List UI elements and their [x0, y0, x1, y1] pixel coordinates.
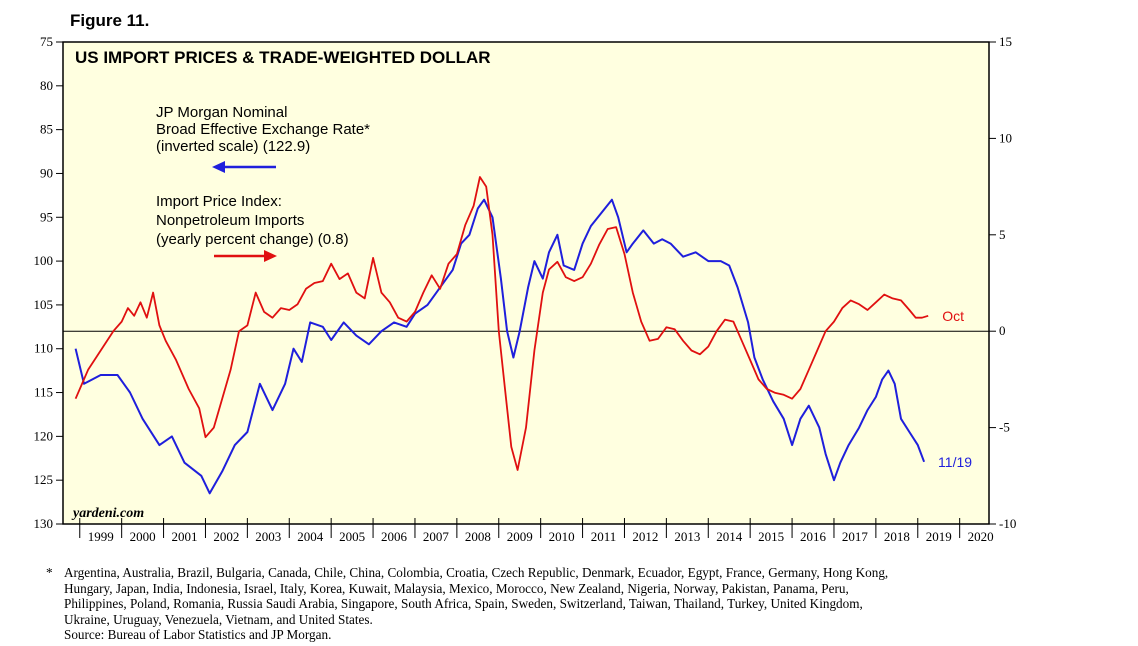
footnote-star: * [46, 565, 53, 580]
x-tick-label: 2000 [130, 529, 156, 544]
chart-title: US IMPORT PRICES & TRADE-WEIGHTED DOLLAR [75, 48, 491, 67]
left-tick-label: 105 [34, 297, 54, 312]
x-tick-label: 2012 [632, 529, 658, 544]
left-tick-label: 130 [34, 516, 54, 531]
left-tick-label: 110 [34, 341, 53, 356]
right-tick-label: -10 [999, 516, 1016, 531]
right-tick-label: 10 [999, 130, 1012, 145]
import-price-end-label: Oct [942, 308, 964, 324]
right-tick-label: 5 [999, 227, 1006, 242]
left-tick-label: 75 [40, 34, 53, 49]
left-tick-label: 100 [34, 253, 54, 268]
footnote-country-list: Argentina, Australia, Brazil, Bulgaria, … [64, 565, 1116, 627]
x-tick-label: 2011 [591, 529, 617, 544]
x-tick-label: 2017 [842, 529, 869, 544]
source-note: Source: Bureau of Labor Statistics and J… [64, 627, 332, 642]
x-tick-label: 2014 [716, 529, 743, 544]
x-tick-label: 2015 [758, 529, 784, 544]
import-price-line [74, 176, 929, 471]
right-tick-label: 0 [999, 323, 1006, 338]
x-tick-label: 1999 [88, 529, 114, 544]
left-tick-label: 120 [34, 428, 54, 443]
footnote: * Argentina, Australia, Brazil, Bulgaria… [46, 565, 1116, 643]
figure-label: Figure 11. [70, 11, 150, 30]
footnote-line: Argentina, Australia, Brazil, Bulgaria, … [64, 565, 889, 580]
footnote-line: Hungary, Japan, India, Indonesia, Israel… [64, 580, 849, 596]
footnote-line: Philippines, Poland, Romania, Russia Sau… [64, 596, 863, 611]
left-tick-label: 80 [40, 78, 53, 93]
x-tick-label: 2020 [968, 529, 994, 544]
left-tick-label: 125 [34, 472, 54, 487]
x-tick-label: 2008 [465, 529, 491, 544]
x-tick-label: 2016 [800, 529, 827, 544]
x-tick-label: 2018 [884, 529, 910, 544]
left-tick-label: 115 [34, 385, 53, 400]
blue-arrow-head [212, 161, 225, 173]
exchange-rate-line [74, 198, 926, 495]
left-tick-label: 85 [40, 122, 53, 137]
x-tick-label: 2006 [381, 529, 408, 544]
legend-red-text: Nonpetroleum Imports [156, 212, 304, 229]
x-tick-label: 2001 [172, 529, 198, 544]
x-tick-label: 2009 [507, 529, 533, 544]
footnote-line: Ukraine, Uruguay, Venezuela, Vietnam, an… [64, 611, 373, 627]
left-tick-label: 90 [40, 165, 53, 180]
x-tick-label: 2002 [213, 529, 239, 544]
legend-blue-text: (inverted scale) (122.9) [156, 138, 310, 155]
x-tick-label: 2007 [423, 529, 450, 544]
left-tick-label: 95 [40, 209, 53, 224]
right-tick-label: 15 [999, 34, 1012, 49]
watermark: yardeni.com [71, 506, 144, 521]
x-tick-label: 2013 [674, 529, 700, 544]
legend-red-text: (yearly percent change) (0.8) [156, 231, 349, 248]
exchange-rate-end-label: 11/19 [938, 454, 972, 470]
x-tick-label: 2005 [339, 529, 365, 544]
legend-blue-text: Broad Effective Exchange Rate* [156, 121, 370, 138]
legend-blue-text: JP Morgan Nominal [156, 104, 287, 121]
right-tick-label: -5 [999, 420, 1010, 435]
x-tick-label: 2003 [255, 529, 281, 544]
red-arrow-head [264, 250, 277, 262]
x-tick-label: 2004 [297, 529, 324, 544]
plot-area [62, 41, 990, 525]
x-tick-label: 2019 [926, 529, 952, 544]
legend-red-text: Import Price Index: [156, 193, 282, 210]
x-tick-label: 2010 [549, 529, 575, 544]
